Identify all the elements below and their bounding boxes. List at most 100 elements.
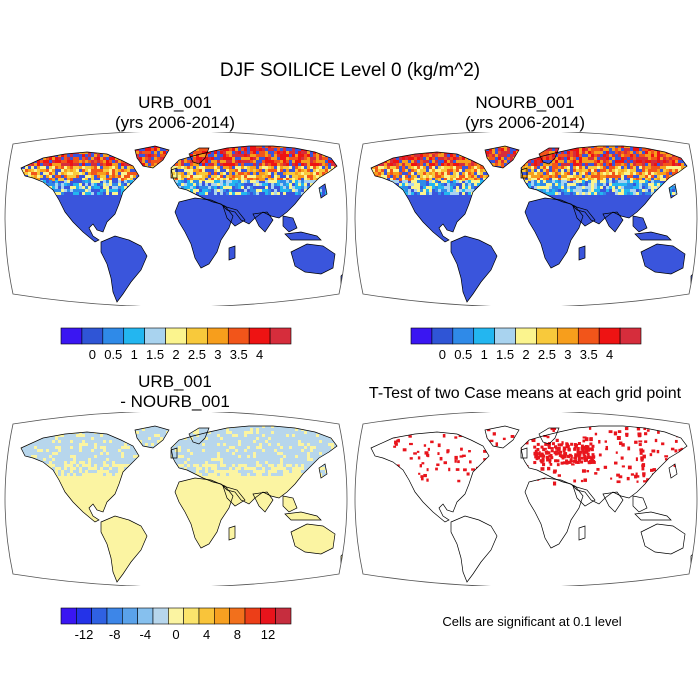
- colorbar-swatch: [577, 327, 600, 345]
- coastline-southAmerica: [100, 235, 148, 303]
- colorbar-swatch: [165, 327, 187, 345]
- colorbar-tick-label: 0.5: [454, 347, 472, 362]
- colorbar-urb: 0 0.5 1 1.5 2 2.5 3 3.5 4: [60, 327, 292, 362]
- colorbar-swatch: [598, 327, 621, 345]
- coastline-arabia: [222, 205, 246, 227]
- colorbar-swatch: [76, 607, 92, 625]
- coastline-japan: [668, 463, 678, 479]
- colorbar-swatch: [207, 327, 229, 345]
- colorbar-swatch: [123, 327, 145, 345]
- colorbar-tick-label: 0: [172, 627, 179, 642]
- coastline-australia: [640, 243, 686, 275]
- coastline-uk: [170, 447, 178, 459]
- colorbar-swatch: [473, 327, 495, 345]
- coastline-scandinavia: [188, 147, 210, 165]
- colorbar-tick-label: 3: [564, 347, 571, 362]
- land-indonesia: [635, 512, 671, 520]
- land-australia: [641, 244, 685, 274]
- coastline-seAsia: [282, 495, 298, 513]
- coastline-southAmerica: [100, 515, 148, 583]
- panel-2-title: NOURB_001 (yrs 2006-2014): [405, 93, 645, 133]
- coastline-eurasia: [520, 425, 688, 505]
- land-africa: [175, 198, 233, 268]
- coastline-indonesia: [284, 511, 322, 521]
- colorbar-tick-label: 3: [214, 347, 221, 362]
- coastline-greenland: [484, 425, 520, 449]
- panel-1-title-line1: URB_001: [138, 93, 212, 112]
- colorbar-tick-label: 8: [234, 627, 241, 642]
- map-urb: [4, 132, 348, 306]
- land-arabia: [223, 486, 245, 506]
- coastline-madagascar: [578, 245, 586, 261]
- coastline-eurasia: [520, 145, 688, 225]
- coastline-greenland: [134, 145, 170, 169]
- land-africa: [525, 478, 583, 548]
- land-greenland: [485, 426, 519, 448]
- colorbar-swatch: [557, 327, 579, 345]
- coastline-scandinavia: [188, 427, 210, 445]
- land-arabia: [573, 206, 595, 226]
- land-southAmerica: [101, 516, 147, 582]
- panel-4-title: T-Test of two Case means at each grid po…: [352, 384, 698, 404]
- colorbar-swatch: [91, 607, 108, 625]
- coastline-seAsia: [632, 215, 648, 233]
- coastline-africa: [524, 197, 584, 269]
- land-japan: [669, 464, 677, 478]
- coastline-southAmerica: [450, 515, 498, 583]
- map-frame: [354, 412, 698, 586]
- coastline-madagascar: [228, 525, 236, 541]
- colorbar-swatch: [244, 607, 261, 625]
- coastline-india: [602, 491, 624, 513]
- coastline-uk: [170, 167, 178, 179]
- colorbar-tick-label: 4: [606, 347, 613, 362]
- colorbar-swatch: [81, 327, 104, 345]
- panel-4-title-line1: T-Test of two Case means at each grid po…: [368, 385, 682, 402]
- land-africa: [175, 478, 233, 548]
- colorbar-swatch: [60, 607, 77, 625]
- coastline-japan: [668, 183, 678, 199]
- colorbar-tick-label: -12: [75, 627, 94, 642]
- coastline-australia: [290, 243, 336, 275]
- land-arabia: [573, 486, 595, 506]
- colorbar-swatch: [410, 327, 433, 345]
- coastline-japan: [318, 463, 328, 479]
- colorbar-swatch: [260, 607, 276, 625]
- figure-title: DJF SOILICE Level 0 (kg/m^2): [219, 60, 481, 81]
- map-body: [370, 425, 696, 583]
- coastline-uk: [520, 447, 528, 459]
- land-seAsia: [283, 496, 297, 512]
- colorbar-tick-label: 12: [261, 627, 275, 642]
- colorbar-tick-label: 0: [89, 347, 96, 362]
- map-frame: [4, 412, 348, 586]
- colorbar-tick-label: 4: [256, 347, 263, 362]
- land-madagascar: [579, 526, 585, 540]
- map-ttest: [354, 412, 698, 586]
- coastline-greenland: [484, 145, 520, 169]
- colorbar-difference: -12 -8 -4 0 4 8 12: [60, 607, 292, 642]
- coastline-seAsia: [632, 495, 648, 513]
- colorbar-tick-label: 2.5: [538, 347, 556, 362]
- coastline-indonesia: [284, 231, 322, 241]
- colorbar-swatch: [515, 327, 537, 345]
- land-southAmerica: [101, 236, 147, 302]
- colorbar-swatch: [452, 327, 475, 345]
- colorbar-tick-label: 1.5: [146, 347, 164, 362]
- coastline-india: [252, 211, 274, 233]
- colorbar-swatch: [102, 327, 125, 345]
- coastline-australia: [640, 523, 686, 555]
- coastline-madagascar: [228, 245, 236, 261]
- map-body: [20, 425, 346, 583]
- land-australia: [291, 244, 335, 274]
- coastline-southAmerica: [450, 235, 498, 303]
- coastline-africa: [524, 477, 584, 549]
- coastline-indonesia: [634, 511, 672, 521]
- coastline-india: [602, 211, 624, 233]
- colorbar-swatch: [137, 607, 154, 625]
- land-southAmerica: [451, 236, 497, 302]
- coastline-madagascar: [578, 525, 586, 541]
- panel-2-title-line1: NOURB_001: [475, 93, 575, 112]
- panel-3-title: URB_001 - NOURB_001: [55, 372, 295, 412]
- map-body: [370, 145, 696, 303]
- land-southAmerica: [451, 516, 497, 582]
- coastline-australia: [290, 523, 336, 555]
